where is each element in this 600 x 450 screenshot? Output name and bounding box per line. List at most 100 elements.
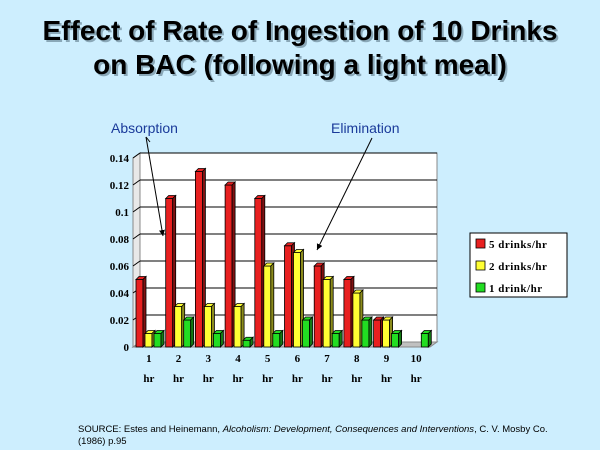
x-tick-unit: hr (322, 373, 333, 385)
bar-side (427, 329, 432, 348)
bar-front (391, 333, 400, 348)
legend-swatch (475, 282, 486, 293)
bar (194, 167, 207, 348)
legend-swatch (475, 238, 486, 249)
bar (242, 336, 255, 348)
bar (203, 302, 216, 348)
y-tick-label: 0.08 (110, 234, 130, 246)
y-tick-label: 0.1 (115, 207, 129, 219)
bar-front (352, 292, 361, 348)
grid-line-depth (132, 152, 141, 159)
bar-front (233, 306, 242, 348)
x-tick-unit: hr (203, 373, 214, 385)
legend-label: 5 drinks/hr (489, 239, 547, 251)
bar-front (361, 319, 370, 348)
source-prefix: SOURCE: Estes and Heinemann, (78, 424, 223, 435)
y-tick-label: 0.04 (110, 288, 130, 300)
bar-front (224, 184, 233, 348)
bar (164, 194, 177, 348)
x-tick-number: 2 (176, 353, 182, 365)
y-tick-label: 0.14 (110, 153, 130, 165)
bar (212, 329, 225, 348)
bar (292, 248, 305, 348)
y-tick-label: 0 (124, 342, 130, 354)
legend-label: 1 drink/hr (489, 283, 543, 295)
absorption-arrow (145, 136, 165, 237)
bar-side (160, 329, 165, 348)
bar-front (272, 333, 281, 348)
bar-front (313, 265, 322, 348)
x-tick-number: 1 (146, 353, 152, 365)
x-tick-unit: hr (173, 373, 184, 385)
bar-front (373, 319, 382, 348)
bar-front (322, 279, 331, 348)
bar-front (302, 319, 310, 348)
bar (271, 329, 284, 348)
absorption-label: Absorption (111, 120, 178, 136)
source-line-2: (1986) p.95 (78, 436, 127, 447)
bar-front (420, 333, 429, 348)
grid-line-depth (132, 179, 141, 186)
absorption-arrow-tail (145, 136, 151, 143)
bar-front (183, 319, 192, 348)
bar (253, 194, 266, 348)
x-tick-number: 7 (324, 353, 330, 365)
bar (153, 329, 165, 348)
x-tick-number: 6 (295, 353, 301, 365)
bar-front (212, 333, 221, 348)
grid-line-depth (132, 206, 141, 213)
legend-box (469, 232, 568, 298)
bar (135, 275, 147, 348)
bar-front (242, 339, 251, 348)
bar-front (144, 333, 153, 348)
bar (173, 302, 186, 348)
bar-side (309, 316, 313, 348)
title-line-1: Effect of Rate of Ingestion of 10 Drinks (42, 15, 558, 46)
bar-side (398, 329, 403, 348)
elimination-arrow (316, 137, 373, 251)
x-tick-unit: hr (381, 373, 392, 385)
legend-label: 2 drinks/hr (489, 261, 547, 273)
bar-front (382, 319, 391, 348)
bar (313, 262, 326, 348)
bar-front (194, 171, 203, 348)
bar (322, 275, 335, 348)
legend: 5 drinks/hr 2 drinks/hr 1 drink/hr (469, 232, 568, 298)
x-tick-unit: hr (351, 373, 362, 385)
bar (224, 181, 237, 348)
x-tick-number: 9 (384, 353, 390, 365)
grid-line-depth (132, 233, 141, 240)
bar (420, 329, 433, 348)
source-citation: SOURCE: Estes and Heinemann, Alcoholism:… (78, 424, 588, 448)
grid-line-depth (132, 260, 141, 267)
title-line-2: on BAC (following a light meal) (93, 49, 507, 80)
x-tick-number: 10 (411, 353, 423, 365)
x-tick-unit: hr (232, 373, 243, 385)
bar-side (219, 329, 224, 348)
x-tick-number: 8 (354, 353, 360, 365)
bar (262, 262, 275, 348)
bar-side (338, 329, 343, 348)
x-tick-number: 3 (206, 353, 212, 365)
bar (283, 241, 296, 348)
x-tick-unit: hr (262, 373, 273, 385)
bar-front (263, 265, 272, 348)
bar-front (174, 306, 183, 348)
bar (342, 275, 355, 348)
bar-side (279, 329, 284, 348)
elimination-label: Elimination (331, 120, 400, 136)
bar-side (249, 336, 254, 348)
bar-front (343, 279, 352, 348)
slide-title: Effect of Rate of Ingestion of 10 Drinks… (0, 14, 600, 82)
y-tick-label: 0.06 (110, 261, 130, 273)
x-tick-unit: hr (143, 373, 154, 385)
bar-front (331, 333, 340, 348)
source-suffix: , C. V. Mosby Co. (474, 424, 548, 435)
bar-front (254, 198, 263, 348)
bar (372, 316, 385, 348)
bar (390, 329, 403, 348)
bar-side (368, 316, 373, 348)
x-tick-unit: hr (411, 373, 422, 385)
bar (351, 289, 364, 348)
